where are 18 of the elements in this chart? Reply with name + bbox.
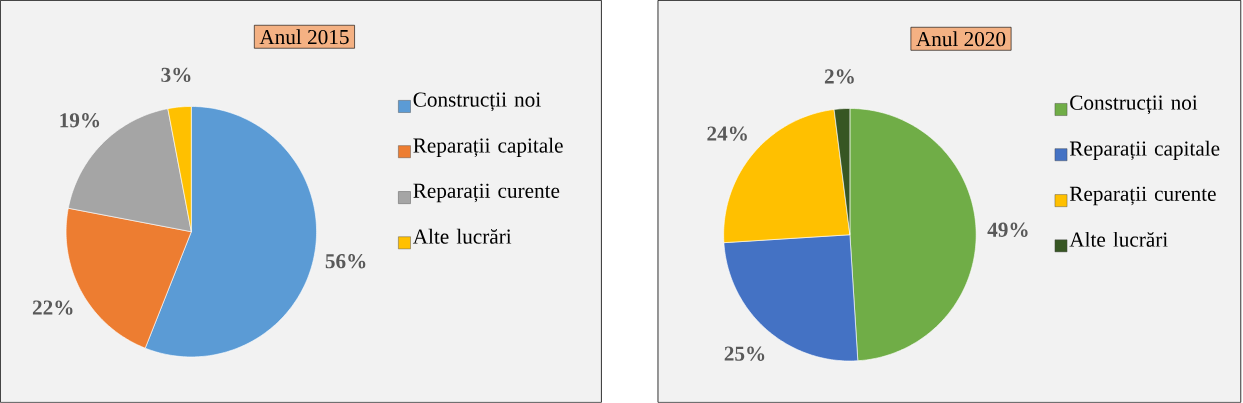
legend-label: Reparații curente — [413, 183, 560, 203]
legend-label: Alte lucrări — [412, 228, 512, 244]
legend-label: Reparații capitale — [413, 137, 563, 158]
legend-label: Construcții noi — [1070, 95, 1198, 115]
legend-label: Construcții noi — [413, 92, 541, 112]
data-label: 2% — [824, 69, 854, 84]
data-label: 24% — [707, 126, 747, 141]
legend-label: Reparații capitale — [1069, 140, 1220, 161]
chart-title: Anul 2015 — [259, 29, 349, 45]
data-label: 25% — [724, 346, 765, 361]
legend-label: Alte lucrări — [1069, 231, 1168, 247]
data-label: 22% — [32, 300, 73, 315]
data-label: 56% — [325, 254, 366, 269]
data-label: 3% — [161, 67, 191, 83]
data-label: 19% — [60, 113, 100, 128]
legend-label: Reparații curente — [1069, 186, 1216, 206]
data-label: 49% — [987, 222, 1028, 238]
chart-title: Anul 2020 — [916, 31, 1006, 47]
